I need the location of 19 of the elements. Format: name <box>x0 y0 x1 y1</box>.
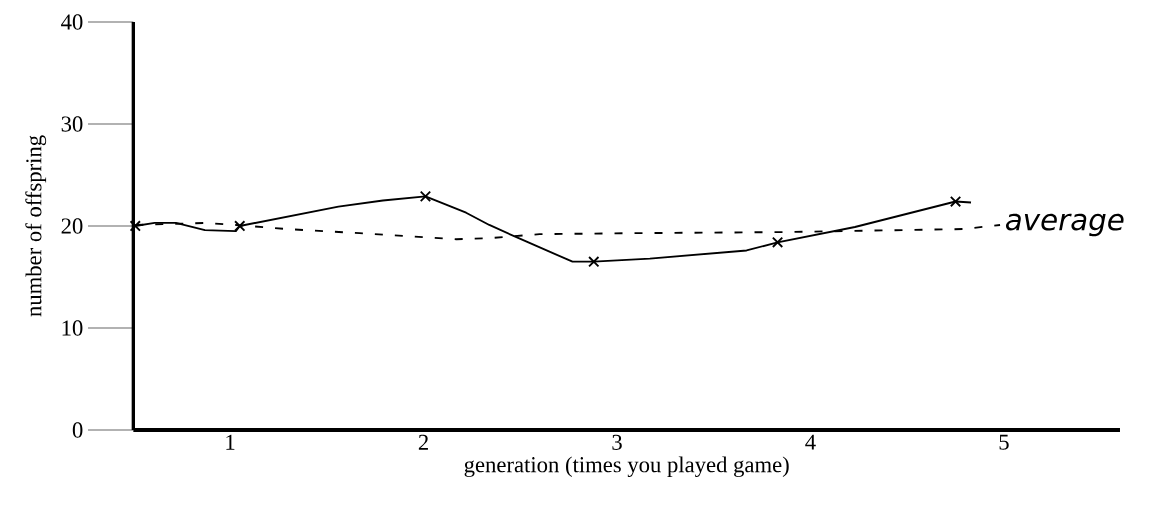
y-tick-label: 10 <box>62 320 83 336</box>
series-label: average <box>1005 213 1124 237</box>
point <box>588 256 600 268</box>
point <box>419 190 432 203</box>
x-tick-label: 4 <box>805 434 816 450</box>
point <box>234 220 246 232</box>
y-axis-title: number of offspring <box>25 135 47 317</box>
x-tick-label: 5 <box>999 434 1009 450</box>
point <box>949 195 962 208</box>
y-tick-label: 20 <box>61 218 83 234</box>
x-axis-title: generation (times you played game) <box>464 456 789 478</box>
point <box>771 236 784 248</box>
y-tick-label: 30 <box>61 116 83 132</box>
x-tick-label: 2 <box>418 434 428 450</box>
y-tick-label: 0 <box>72 422 83 438</box>
x-tick-label: 3 <box>612 434 622 450</box>
y-tick-label: 40 <box>61 14 83 30</box>
point <box>129 220 141 232</box>
x-tick-label: 1 <box>226 434 235 450</box>
